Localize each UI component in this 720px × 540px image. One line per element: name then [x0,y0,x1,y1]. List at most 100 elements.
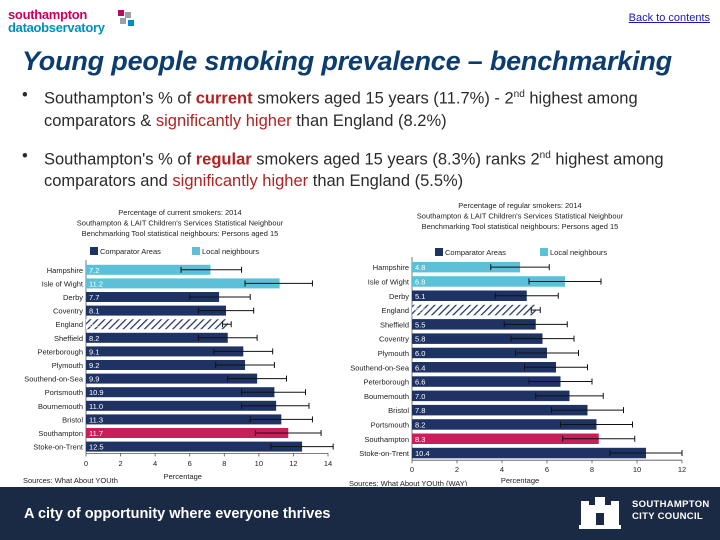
bullet-sup: nd [539,149,551,161]
chart-title: Percentage of current smokers: 2014 [118,208,241,217]
category-label: Plymouth [378,349,409,358]
category-label: Coventry [53,307,83,316]
bar [86,400,277,411]
bar [86,292,220,302]
data-label: 8.2 [89,320,99,329]
x-tick-label: 6 [545,465,549,474]
data-label: 8.3 [415,435,425,444]
data-label: 5.5 [415,320,425,329]
chart-title: Southampton & LAIT Children's Services S… [77,219,284,228]
data-label: 12.5 [89,443,104,452]
category-label: Bournemouth [364,392,409,401]
current-smokers-chart: Percentage of current smokers: 2014 South… [23,208,334,485]
bullet-text: Southampton's % of [44,89,196,108]
data-label: 6.0 [415,349,425,358]
category-label: Southend-on-Sea [350,363,410,372]
bar [86,387,275,398]
bar [86,346,244,357]
logo-line2: dataobservatory [8,20,105,35]
data-label: 7.8 [415,406,425,415]
bullet-current: • Southampton's % of current smokers age… [22,84,712,132]
category-label: Portsmouth [45,388,83,397]
category-label: Coventry [379,335,409,344]
data-label: 9.9 [89,375,99,384]
bar [412,404,588,416]
data-label: 9.2 [89,361,99,370]
logo-squares-icon [118,10,134,26]
category-label: Stoke-on-Trent [359,449,410,458]
category-label: Hampshire [47,266,83,275]
data-label: 11.0 [89,402,103,411]
legend-label: Comparator Areas [445,248,506,257]
data-label: 5.5 [415,306,425,315]
bar [412,447,646,459]
bullet-text: than England (8.2%) [291,111,447,130]
footer-banner: A city of opportunity where everyone thr… [0,487,720,540]
data-label: 7.0 [415,392,425,401]
council-name: SOUTHAMPTON CITY COUNCIL [632,499,710,523]
data-label: 11.3 [89,415,103,424]
bar [86,414,282,425]
back-to-contents-link[interactable]: Back to contents [628,12,710,24]
bullet-text: highest among comparators & [44,89,638,130]
x-tick-label: 6 [188,459,192,468]
data-label: 5.1 [415,292,425,301]
data-label: 7.2 [89,266,99,275]
source-note: Sources: What About YOUth [23,476,118,485]
bar [86,278,280,289]
data-label: 6.4 [415,363,425,372]
bullet-highlight: significantly higher [172,172,309,190]
bar [86,428,289,438]
category-label: Bristol [62,415,83,424]
category-label: Sheffield [54,334,83,343]
bar [412,333,543,344]
bar [86,319,228,330]
bar [412,419,597,430]
bullet-regular: • Southampton's % of regular smokers age… [22,145,712,193]
x-tick-label: 4 [500,465,504,474]
category-label: Southend-on-Sea [24,375,84,384]
chart-title: Benchmarking Tool statistical neighbours… [82,229,279,238]
x-tick-label: 8 [222,459,226,468]
category-label: England [55,320,83,329]
legend-label: Comparator Areas [100,247,161,256]
bullet-highlight: regular [195,150,252,168]
data-label: 8.2 [415,420,425,429]
council-name-line1: SOUTHAMPTON [632,499,710,510]
bar [412,319,536,330]
category-label: Derby [389,292,409,301]
bullet-highlight: current [195,89,253,108]
x-axis-label: Percentage [164,472,202,481]
data-label: 7.7 [89,293,99,302]
footer-slogan: A city of opportunity where everyone thr… [24,506,331,522]
data-label: 10.4 [415,449,430,458]
category-label: Derby [63,293,83,302]
data-label: 8.2 [89,334,99,343]
x-axis-label: Percentage [501,476,539,485]
category-label: Southampton [38,429,83,438]
x-tick-label: 8 [590,465,594,474]
bullet-text: smokers aged 15 years (11.7%) - 2 [252,89,514,108]
bar [412,276,565,287]
legend-label: Local neighbours [202,247,259,256]
bar [412,362,556,373]
source-note: Sources: What About YOUth (WAY) [349,479,468,486]
logo: southampton dataobservatory [8,8,138,42]
bar [412,433,599,444]
chart-title: Percentage of regular smokers: 2014 [458,201,581,210]
x-tick-label: 12 [678,465,686,474]
category-label: Peterborough [38,347,83,356]
x-tick-label: 0 [410,465,414,474]
chart-title: Southampton & LAIT Children's Services S… [417,212,624,221]
x-tick-label: 14 [324,459,332,468]
bar [86,264,211,275]
category-label: Southampton [364,435,409,444]
regular-smokers-chart: Percentage of regular smokers: 2014 South… [349,201,686,486]
bullet-icon: • [22,146,28,165]
bullet-text: highest among comparators and [44,150,664,190]
x-tick-label: 2 [118,459,122,468]
category-label: Bournemouth [38,402,83,411]
bar [86,332,228,343]
data-label: 9.1 [89,347,99,356]
bar [86,441,303,452]
